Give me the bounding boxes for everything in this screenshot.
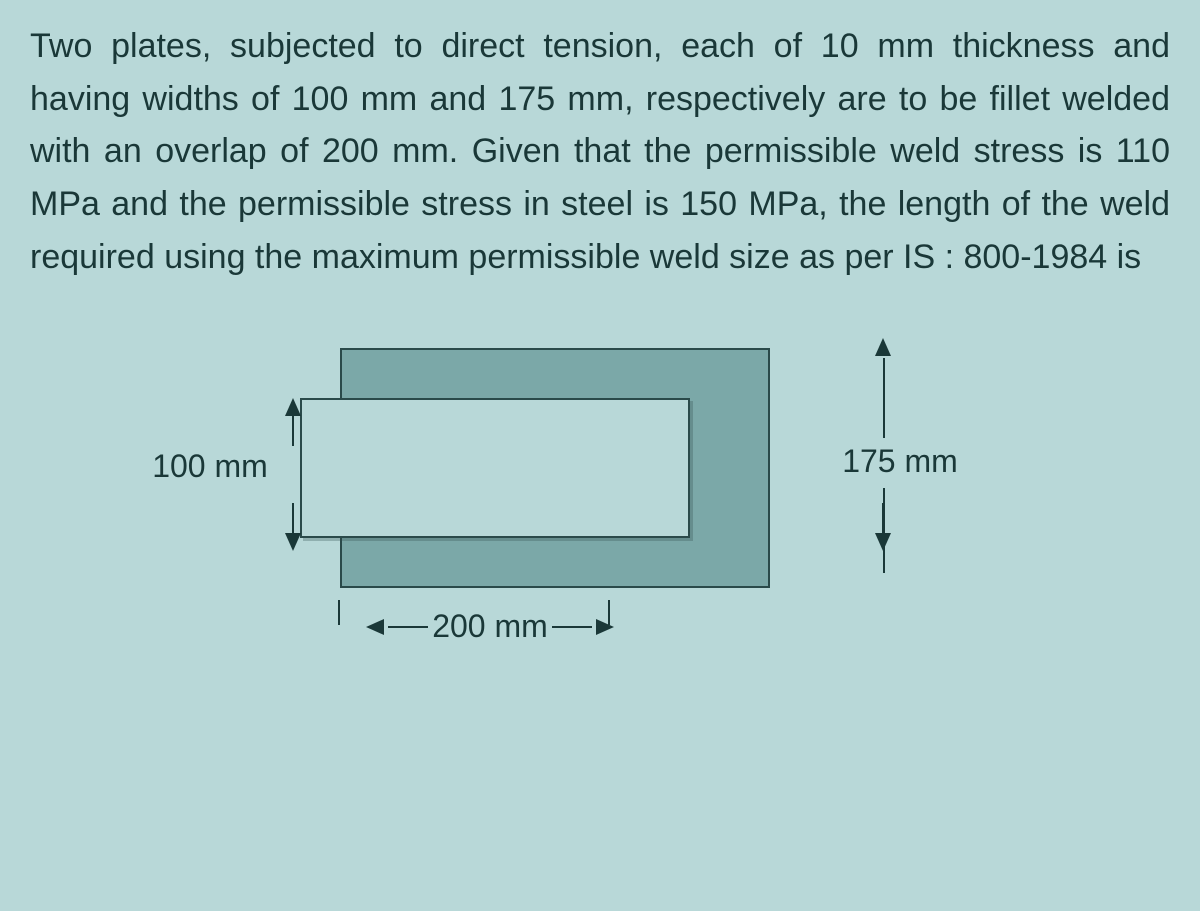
- arrow-down-icon: [875, 503, 891, 551]
- problem-statement: Two plates, subjected to direct tension,…: [30, 20, 1170, 283]
- dimension-left-label: 100 mm: [130, 448, 290, 485]
- arrow-up-icon: [285, 398, 301, 446]
- arrow-left-icon: [366, 619, 384, 635]
- weld-diagram: 100 mm 175 mm 200 mm: [30, 318, 1170, 668]
- arrow-down-icon: [285, 503, 301, 551]
- arrow-right-icon: [596, 619, 614, 635]
- dimension-right-label: 175 mm: [820, 443, 980, 480]
- dimension-bottom: 200 mm: [340, 608, 640, 645]
- dimension-bottom-label: 200 mm: [432, 608, 548, 645]
- plate-narrow: [300, 398, 690, 538]
- arrow-up-icon: [875, 338, 891, 356]
